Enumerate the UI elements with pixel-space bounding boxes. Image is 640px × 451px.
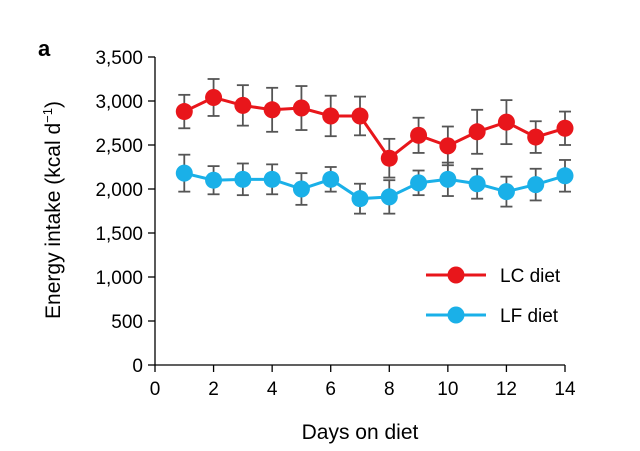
x-ticks: 0 2 4 6 8 10 12 14	[150, 365, 576, 400]
data-point	[234, 170, 252, 188]
data-point	[439, 137, 457, 155]
data-point	[527, 176, 545, 194]
data-point	[205, 171, 223, 189]
legend: LC diet LF diet	[426, 266, 561, 327]
x-tick-label: 4	[267, 379, 278, 400]
series-lf-diet	[175, 153, 574, 215]
data-point	[527, 128, 545, 146]
y-tick-label: 2,000	[95, 180, 143, 201]
data-point	[205, 88, 223, 106]
panel-label: a	[38, 36, 51, 61]
data-point	[497, 113, 515, 131]
data-point	[292, 180, 310, 198]
x-axis-title: Days on diet	[302, 421, 419, 444]
data-point	[410, 174, 428, 192]
data-point	[351, 107, 369, 125]
x-tick-label: 12	[496, 379, 517, 400]
data-point	[556, 119, 574, 137]
y-tick-label: 0	[132, 356, 143, 377]
legend-label-lf: LF diet	[500, 306, 559, 327]
x-tick-label: 6	[325, 379, 336, 400]
x-tick-label: 8	[384, 379, 395, 400]
y-axis-title-superscript: −1	[40, 108, 55, 123]
y-ticks: 0 500 1,000 1,500 2,000 2,500 3,000 3,500	[95, 48, 155, 377]
y-axis-title-main: Energy intake (kcal d	[42, 123, 65, 319]
data-point	[439, 170, 457, 188]
y-axis-title: Energy intake (kcal d−1)	[40, 101, 65, 319]
y-tick-label: 500	[111, 312, 143, 333]
x-tick-label: 10	[437, 379, 458, 400]
data-point	[380, 188, 398, 206]
x-tick-label: 14	[554, 379, 576, 400]
data-point	[468, 123, 486, 141]
y-tick-label: 1,500	[95, 224, 143, 245]
x-tick-label: 2	[208, 379, 219, 400]
y-tick-label: 3,500	[95, 48, 143, 69]
data-point	[380, 149, 398, 167]
data-point	[263, 170, 281, 188]
data-point	[351, 190, 369, 208]
y-tick-label: 3,000	[95, 92, 143, 113]
data-point	[263, 101, 281, 119]
data-point	[234, 96, 252, 114]
x-tick-label: 0	[150, 379, 161, 400]
data-point	[468, 175, 486, 193]
data-point	[497, 183, 515, 201]
data-point	[322, 170, 340, 188]
y-axis-title-end: )	[42, 101, 65, 108]
y-tick-label: 1,000	[95, 268, 143, 289]
data-point	[410, 126, 428, 144]
data-point	[175, 164, 193, 182]
data-point	[175, 103, 193, 121]
legend-item-lc: LC diet	[426, 266, 561, 287]
legend-marker-lc	[447, 266, 465, 284]
data-point	[322, 107, 340, 125]
legend-marker-lf	[447, 306, 465, 324]
data-point	[292, 99, 310, 117]
legend-item-lf: LF diet	[426, 306, 559, 327]
series-lc-diet	[175, 78, 574, 179]
y-tick-label: 2,500	[95, 136, 143, 157]
legend-label-lc: LC diet	[500, 266, 561, 287]
data-point	[556, 167, 574, 185]
series-layer	[175, 78, 574, 215]
